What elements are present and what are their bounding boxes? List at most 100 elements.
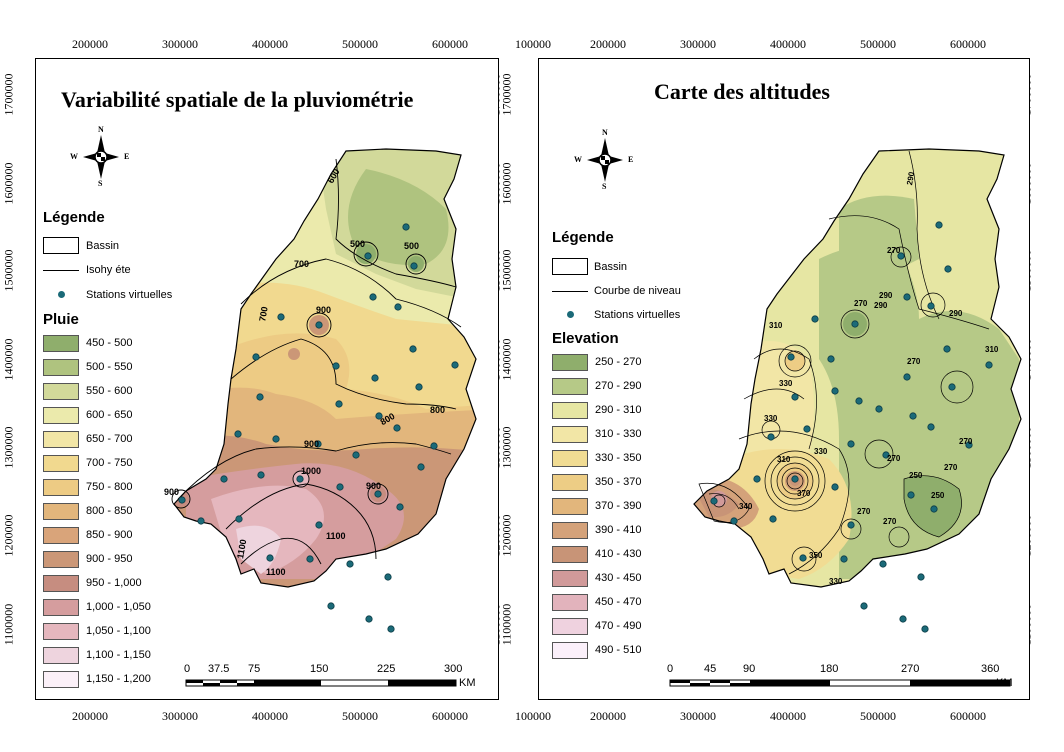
legend-class-label: 850 - 900 <box>86 529 133 541</box>
left-x-tick: 200000 <box>72 37 108 51</box>
legend-class-swatch <box>552 474 588 491</box>
legend-class-swatch <box>552 618 588 635</box>
legend-basin-label: Bassin <box>86 240 120 252</box>
legend-heading: Légende <box>43 209 105 226</box>
altitude-map-frame: Carte des altitudes N S W E <box>538 58 1030 700</box>
contour-label: 270 <box>944 463 958 472</box>
contour-label: 310 <box>777 455 791 464</box>
legend-class-label: 1,000 - 1,050 <box>86 601 151 613</box>
right-y-tick: 1100000 <box>499 603 514 646</box>
left-x-tick: 300000 <box>162 37 198 51</box>
contour-label: 800 <box>430 405 446 415</box>
right-y-tick: 1500000 <box>499 249 514 292</box>
legend-class-label: 270 - 290 <box>595 380 642 392</box>
legend-class-swatch <box>552 450 588 467</box>
map-title: Carte des altitudes <box>654 79 830 104</box>
left-x-tick: 200000 <box>72 709 108 723</box>
contour-label: 290 <box>874 301 888 310</box>
right-y-tick: 1600000 <box>499 162 514 205</box>
scale-label: 270 <box>901 663 920 675</box>
left-x-tick: 600000 <box>432 709 468 723</box>
legend-class-swatch <box>552 402 588 419</box>
legend-class-swatch <box>552 378 588 395</box>
scale-label: 0 <box>667 663 674 675</box>
legend-class-label: 390 - 410 <box>595 524 642 536</box>
scale-label: 360 <box>981 663 1000 675</box>
map-title: Variabilité spatiale de la pluviométrie <box>61 87 414 112</box>
left-x-tick: 300000 <box>162 709 198 723</box>
legend-class-label: 950 - 1,000 <box>86 577 142 589</box>
right-x-tick: 300000 <box>680 709 716 723</box>
contour-label: 900 <box>366 481 382 491</box>
legend-class-swatch <box>43 431 79 448</box>
legend-class-label: 330 - 350 <box>595 452 642 464</box>
left-x-tick: 500000 <box>342 709 378 723</box>
compass-s: S <box>98 179 103 188</box>
contour-label: 270 <box>959 437 973 446</box>
left-y-tick: 1200000 <box>1 514 16 557</box>
right-x-tick: 200000 <box>590 37 626 51</box>
legend-class-label: 600 - 650 <box>86 409 133 421</box>
legend-class-swatch <box>43 527 79 544</box>
scale-label: 90 <box>743 663 756 675</box>
legend-class-label: 250 - 270 <box>595 356 642 368</box>
contour-label: 270 <box>857 507 871 516</box>
scale-label: 0 <box>184 663 191 675</box>
left-y-tick: 1100000 <box>1 603 16 646</box>
contour-label: 330 <box>764 414 778 423</box>
contour-label: 370 <box>797 489 811 498</box>
legend-class-label: 750 - 800 <box>86 481 133 493</box>
right-x-tick: 600000 <box>950 37 986 51</box>
scale-label: 37.5 <box>208 663 230 675</box>
left-y-tick: 1500000 <box>1 249 16 292</box>
contour-label: 900 <box>164 487 180 497</box>
right-x-tick: 600000 <box>950 709 986 723</box>
legend-class-label: 1,150 - 1,200 <box>86 673 151 685</box>
right-x-tick: 400000 <box>770 37 806 51</box>
right-x-tick: 500000 <box>860 37 896 51</box>
left-y-tick: 1400000 <box>1 338 16 381</box>
legend-class-swatch <box>552 522 588 539</box>
right-x-tick: 500000 <box>860 709 896 723</box>
legend-class-swatch <box>43 575 79 592</box>
contour-label: 290 <box>879 291 893 300</box>
legend-line-label: Courbe de niveau <box>594 285 681 297</box>
legend-class-label: 900 - 950 <box>86 553 133 565</box>
compass-w: W <box>70 152 78 161</box>
legend-class-swatch <box>43 503 79 520</box>
legend-station-label: Stations virtuelles <box>86 289 173 301</box>
scale-bar <box>669 679 1011 687</box>
legend-line-label: Isohy éte <box>86 264 131 276</box>
legend-class-swatch <box>552 642 588 659</box>
legend-class-swatch <box>43 647 79 664</box>
compass-s: S <box>602 182 607 191</box>
scale-bar <box>185 679 457 687</box>
left-y-tick: 1300000 <box>1 426 16 469</box>
contour-label: 310 <box>769 321 783 330</box>
legend-class-swatch <box>552 426 588 443</box>
contour-label: 270 <box>854 299 868 308</box>
legend-class-swatch <box>552 570 588 587</box>
left-x-tick: 500000 <box>342 37 378 51</box>
legend-class-label: 450 - 470 <box>595 596 642 608</box>
legend-class-label: 350 - 370 <box>595 476 642 488</box>
legend-class-swatch <box>43 479 79 496</box>
right-y-tick: 1400000 <box>499 338 514 381</box>
legend-station-symbol <box>567 311 574 318</box>
contour-label: 270 <box>883 517 897 526</box>
contour-label: 900 <box>316 305 332 315</box>
legend-class-label: 370 - 390 <box>595 500 642 512</box>
legend-class-swatch <box>552 498 588 515</box>
altitude-basin-map <box>693 148 1022 633</box>
scale-unit: KM <box>996 677 1013 689</box>
legend-class-label: 550 - 600 <box>86 385 133 397</box>
legend-line-symbol <box>43 270 79 271</box>
contour-label: 310 <box>985 345 999 354</box>
scale-label: 45 <box>704 663 717 675</box>
contour-label: 250 <box>931 491 945 500</box>
legend-class-label: 650 - 700 <box>86 433 133 445</box>
contour-label: 290 <box>949 309 963 318</box>
legend-basin-label: Bassin <box>594 261 628 273</box>
scale-unit: KM <box>459 677 476 689</box>
legend-class-swatch <box>43 551 79 568</box>
